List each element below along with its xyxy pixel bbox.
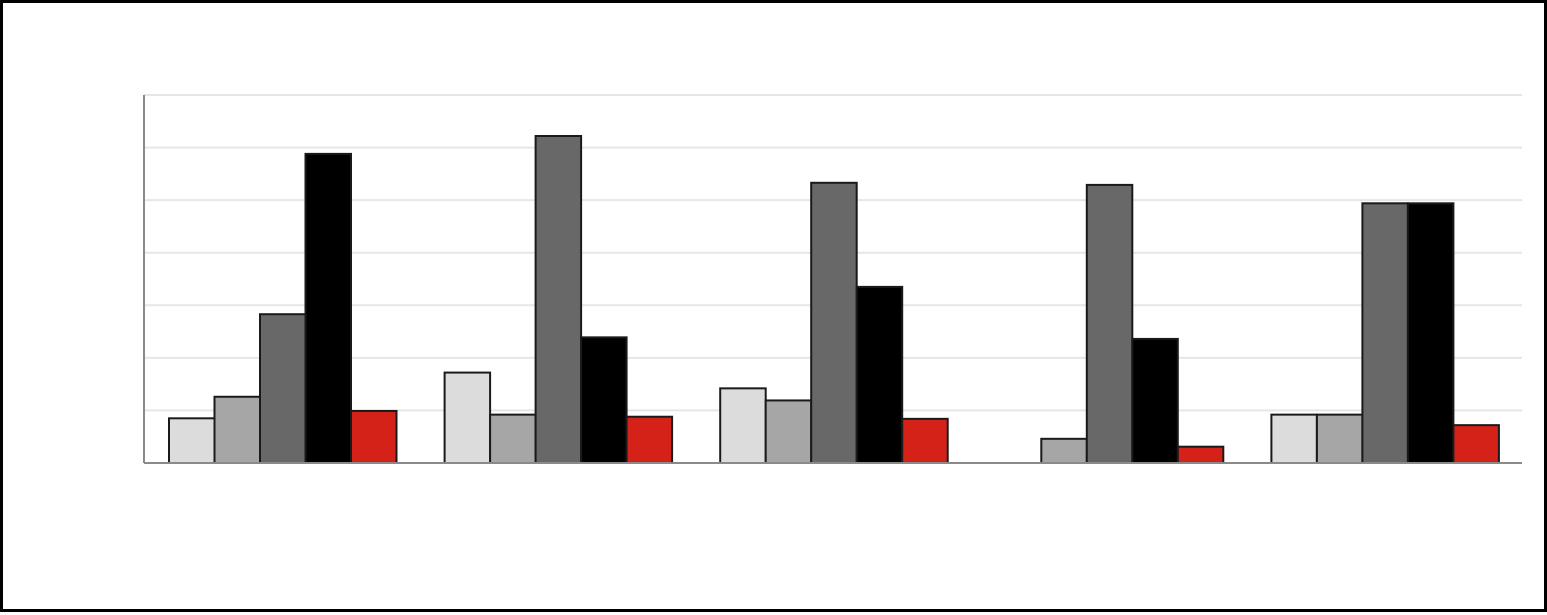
bars: [168, 135, 1500, 465]
bar-chart: [143, 94, 1522, 465]
bar-group-1-series-5: [350, 409, 398, 464]
bar-group-5-series-2: [1315, 413, 1364, 464]
bar-group-3-series-4: [855, 285, 904, 464]
bar-group-2-series-5: [625, 415, 674, 465]
bar-group-1-series-1: [168, 417, 216, 465]
bar-group-4-series-4: [1131, 337, 1179, 464]
bar-group-5-series-1: [1270, 413, 1318, 464]
bar-group-4-series-3: [1085, 183, 1134, 464]
bar-group-2-series-1: [443, 371, 492, 465]
bar-group-1-series-4: [304, 152, 352, 464]
bar-group-5-series-3: [1361, 202, 1409, 464]
bar-group-2-series-2: [489, 413, 537, 464]
bar-group-3-series-2: [764, 399, 813, 465]
bar-group-4-series-5: [1176, 445, 1225, 464]
bar-group-3-series-5: [901, 417, 949, 464]
bar-group-2-series-4: [580, 336, 628, 464]
bar-group-3-series-1: [719, 387, 767, 464]
bar-group-5-series-5: [1452, 424, 1500, 464]
bar-group-2-series-3: [534, 135, 583, 464]
bar-group-1-series-3: [259, 313, 307, 465]
bar-group-4-series-2: [1040, 437, 1088, 464]
bar-group-1-series-2: [213, 395, 261, 465]
bar-group-3-series-3: [810, 181, 858, 464]
axes: [143, 95, 1522, 464]
bar-group-5-series-4: [1406, 202, 1455, 464]
